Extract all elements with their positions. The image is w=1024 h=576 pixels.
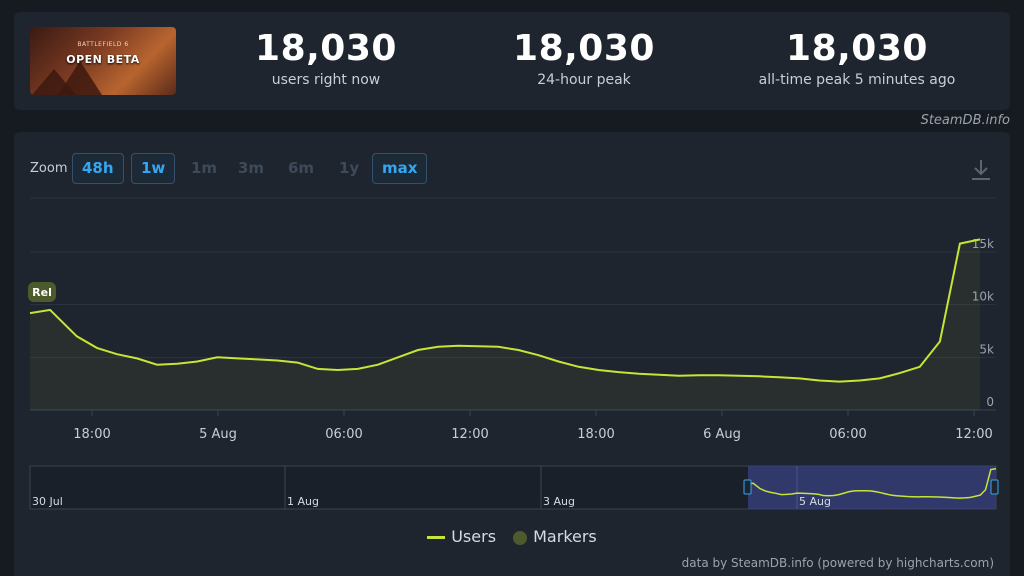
zoom-1m-button[interactable]: 1m xyxy=(181,153,227,184)
navigator-label: 3 Aug xyxy=(543,495,575,508)
peak-24h-label: 24-hour peak xyxy=(537,72,631,88)
peak-all-time-value: 18,030 xyxy=(786,28,928,69)
legend-line-swatch xyxy=(427,536,446,539)
navigator-left-handle[interactable] xyxy=(743,479,752,495)
x-tick-label: 18:00 xyxy=(577,427,614,442)
x-tick-label: 06:00 xyxy=(325,427,362,442)
navigator[interactable]: 30 Jul 1 Aug 3 Aug 5 Aug xyxy=(29,465,999,510)
zoom-max-button[interactable]: max xyxy=(372,153,428,184)
zoom-6m-button[interactable]: 6m xyxy=(278,153,324,184)
legend-dot-swatch xyxy=(513,530,528,545)
zoom-48h-button[interactable]: 48h xyxy=(72,153,124,184)
peak-all-time-label: all-time peak 5 minutes ago xyxy=(758,72,956,88)
navigator-label: 1 Aug xyxy=(287,495,319,508)
marker-flag[interactable]: Rel xyxy=(28,282,56,302)
x-tick-label: 18:00 xyxy=(73,427,110,442)
x-tick-label: 12:00 xyxy=(451,427,488,442)
navigator-line xyxy=(747,467,997,499)
chart-panel: Zoom 48h 1w 1m 3m 6m 1y max 0 5k 10k 15k 18… xyxy=(14,132,1010,576)
current-users-value: 18,030 xyxy=(255,28,397,69)
peak-all-time-stat: 18,030 all-time peak 5 minutes ago xyxy=(737,28,977,90)
game-subtitle: BATTLEFIELD 6 xyxy=(77,41,129,48)
game-thumbnail[interactable]: BATTLEFIELD 6 OPEN BETA xyxy=(30,27,176,95)
stats-panel: BATTLEFIELD 6 OPEN BETA 18,030 users rig… xyxy=(14,12,1010,110)
zoom-1w-button[interactable]: 1w xyxy=(131,153,176,184)
pyramid-shape xyxy=(58,61,102,95)
users-line[interactable] xyxy=(29,238,981,383)
y-tick-label: 5k xyxy=(979,342,994,356)
legend: Users Markers xyxy=(14,527,1010,546)
legend-label-markers: Markers xyxy=(533,527,597,546)
navigator-right-handle[interactable] xyxy=(990,479,999,495)
legend-item-users[interactable]: Users xyxy=(427,527,496,546)
x-tick-label: 5 Aug xyxy=(199,427,237,442)
x-tick-label: 12:00 xyxy=(955,427,992,442)
highcharts-credit[interactable]: data by SteamDB.info (powered by highcha… xyxy=(681,556,994,570)
peak-24h-stat: 18,030 24-hour peak xyxy=(464,28,704,90)
users-area xyxy=(30,239,980,410)
current-users-label: users right now xyxy=(271,72,381,88)
grid-lines xyxy=(30,251,996,411)
download-icon[interactable] xyxy=(970,158,992,182)
markers[interactable]: Rel xyxy=(28,282,56,302)
marker-badge xyxy=(28,282,56,302)
x-tick-label: 6 Aug xyxy=(703,427,741,442)
legend-item-markers[interactable]: Markers xyxy=(513,527,597,546)
game-title: OPEN BETA xyxy=(66,53,140,66)
zoom-1y-button[interactable]: 1y xyxy=(329,153,369,184)
navigator-label: 5 Aug xyxy=(799,495,831,508)
peak-24h-value: 18,030 xyxy=(513,28,655,69)
steamdb-credit[interactable]: SteamDB.info xyxy=(920,113,1010,128)
navigator-selection[interactable] xyxy=(748,466,996,509)
y-tick-label: 10k xyxy=(972,290,994,304)
navigator-label: 30 Jul xyxy=(32,495,63,508)
current-users-stat: 18,030 users right now xyxy=(206,28,446,90)
x-axis: 18:00 5 Aug 06:00 12:00 18:00 6 Aug 06:00 12:00 xyxy=(73,410,993,442)
zoom-3m-button[interactable]: 3m xyxy=(228,153,274,184)
legend-label-users: Users xyxy=(451,527,497,546)
x-tick-label: 06:00 xyxy=(829,427,866,442)
y-tick-label: 0 xyxy=(986,395,994,409)
zoom-label: Zoom xyxy=(30,161,68,176)
marker-label: Rel xyxy=(32,286,52,299)
